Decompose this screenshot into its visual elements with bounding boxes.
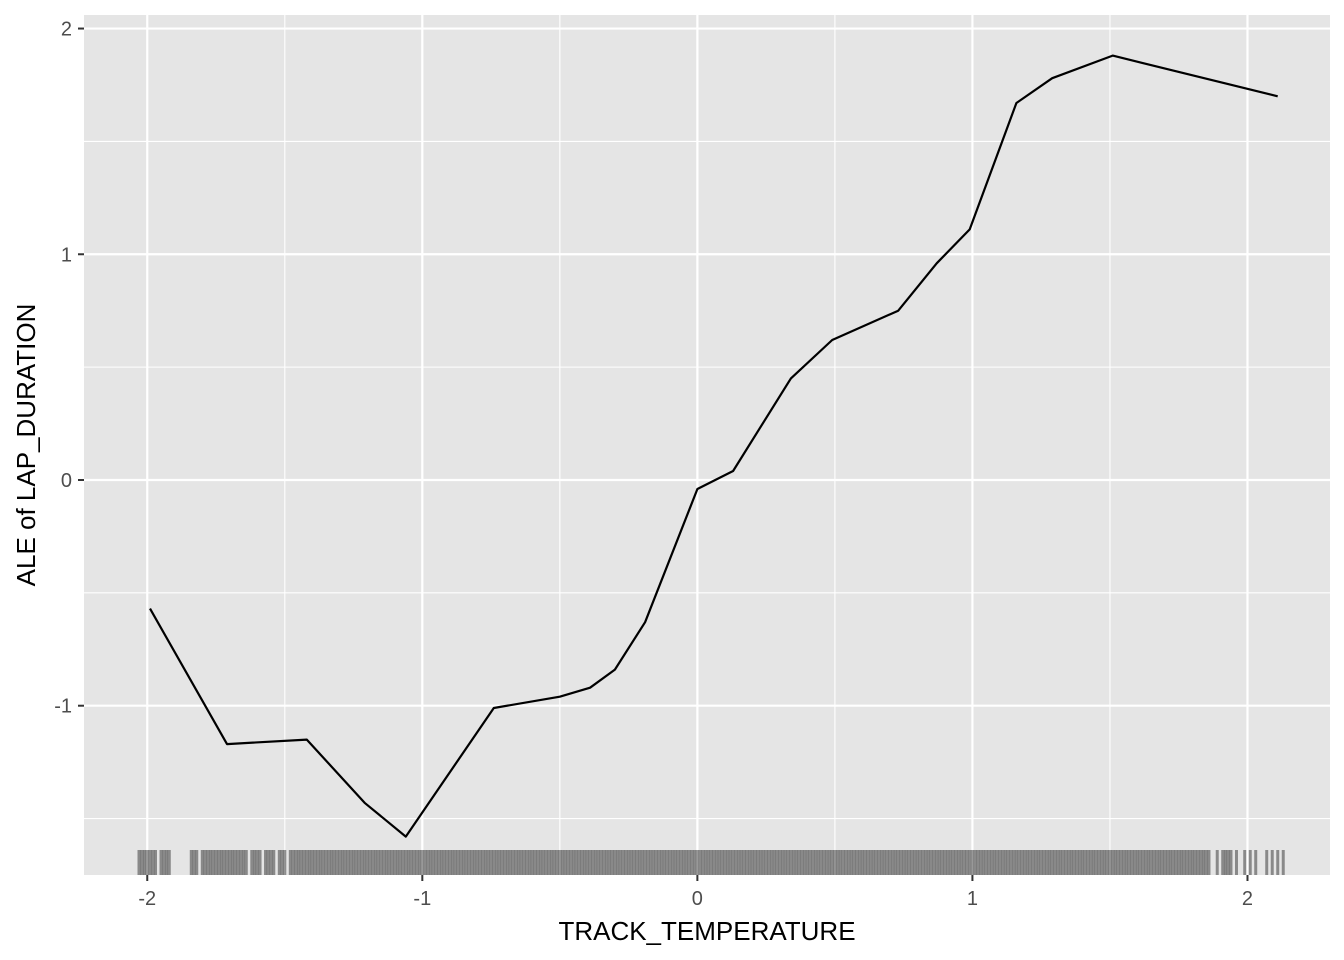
rug-marks xyxy=(137,850,1285,875)
x-tick-label: 0 xyxy=(692,888,703,910)
x-axis-title: TRACK_TEMPERATURE xyxy=(558,916,855,946)
x-tick-label: -1 xyxy=(413,888,431,910)
ale-series-line xyxy=(149,54,1278,838)
y-axis-title: ALE of LAP_DURATION xyxy=(11,304,41,587)
plot-panel xyxy=(84,15,1330,875)
major-gridlines xyxy=(84,15,1330,875)
x-tick-label: -2 xyxy=(138,888,156,910)
y-axis: -1 0 1 2 xyxy=(54,19,84,718)
y-tick-label: 0 xyxy=(61,470,72,492)
y-tick-label: -1 xyxy=(54,696,72,718)
x-axis: -2 -1 0 1 2 xyxy=(138,875,1253,910)
x-tick-label: 1 xyxy=(967,888,978,910)
y-tick-label: 2 xyxy=(61,19,72,41)
y-tick-label: 1 xyxy=(61,244,72,266)
minor-gridlines xyxy=(84,15,1330,875)
x-tick-label: 2 xyxy=(1242,888,1253,910)
